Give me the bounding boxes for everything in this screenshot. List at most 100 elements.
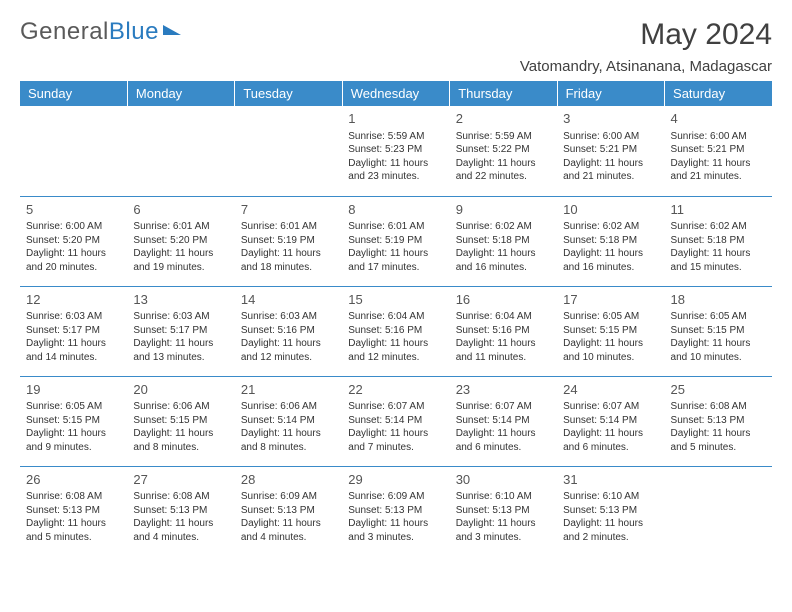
day-details: Sunrise: 6:10 AMSunset: 5:13 PMDaylight:… xyxy=(563,490,658,544)
day-number: 10 xyxy=(563,201,658,219)
day-details: Sunrise: 6:09 AMSunset: 5:13 PMDaylight:… xyxy=(241,490,336,544)
day-details: Sunrise: 6:07 AMSunset: 5:14 PMDaylight:… xyxy=(456,400,551,454)
calendar-day-cell: 4Sunrise: 6:00 AMSunset: 5:21 PMDaylight… xyxy=(665,106,772,196)
day-number: 3 xyxy=(563,110,658,128)
calendar-day-cell: 8Sunrise: 6:01 AMSunset: 5:19 PMDaylight… xyxy=(342,196,449,286)
title-block: May 2024 Vatomandry, Atsinanana, Madagas… xyxy=(520,18,772,81)
calendar-day-cell: 15Sunrise: 6:04 AMSunset: 5:16 PMDayligh… xyxy=(342,286,449,376)
day-details: Sunrise: 6:07 AMSunset: 5:14 PMDaylight:… xyxy=(563,400,658,454)
day-number: 16 xyxy=(456,291,551,309)
calendar-day-cell: 13Sunrise: 6:03 AMSunset: 5:17 PMDayligh… xyxy=(127,286,234,376)
day-number: 28 xyxy=(241,471,336,489)
day-number: 29 xyxy=(348,471,443,489)
calendar-week-row: 26Sunrise: 6:08 AMSunset: 5:13 PMDayligh… xyxy=(20,466,772,556)
day-number: 26 xyxy=(26,471,121,489)
day-number: 6 xyxy=(133,201,228,219)
day-details: Sunrise: 6:02 AMSunset: 5:18 PMDaylight:… xyxy=(456,220,551,274)
calendar-day-cell: 22Sunrise: 6:07 AMSunset: 5:14 PMDayligh… xyxy=(342,376,449,466)
calendar-day-cell: 23Sunrise: 6:07 AMSunset: 5:14 PMDayligh… xyxy=(450,376,557,466)
day-details: Sunrise: 6:05 AMSunset: 5:15 PMDaylight:… xyxy=(26,400,121,454)
day-details: Sunrise: 6:01 AMSunset: 5:19 PMDaylight:… xyxy=(241,220,336,274)
day-header: Monday xyxy=(127,81,234,106)
day-header: Friday xyxy=(557,81,664,106)
day-header: Tuesday xyxy=(235,81,342,106)
day-details: Sunrise: 6:10 AMSunset: 5:13 PMDaylight:… xyxy=(456,490,551,544)
day-number: 14 xyxy=(241,291,336,309)
calendar-day-cell: 14Sunrise: 6:03 AMSunset: 5:16 PMDayligh… xyxy=(235,286,342,376)
day-header: Saturday xyxy=(665,81,772,106)
calendar-day-cell: 24Sunrise: 6:07 AMSunset: 5:14 PMDayligh… xyxy=(557,376,664,466)
calendar-day-cell: 31Sunrise: 6:10 AMSunset: 5:13 PMDayligh… xyxy=(557,466,664,556)
day-number: 24 xyxy=(563,381,658,399)
calendar-day-cell: 21Sunrise: 6:06 AMSunset: 5:14 PMDayligh… xyxy=(235,376,342,466)
day-header: Sunday xyxy=(20,81,127,106)
day-details: Sunrise: 6:06 AMSunset: 5:14 PMDaylight:… xyxy=(241,400,336,454)
day-details: Sunrise: 6:09 AMSunset: 5:13 PMDaylight:… xyxy=(348,490,443,544)
calendar-day-cell: 9Sunrise: 6:02 AMSunset: 5:18 PMDaylight… xyxy=(450,196,557,286)
day-details: Sunrise: 6:00 AMSunset: 5:21 PMDaylight:… xyxy=(563,130,658,184)
calendar-week-row: 5Sunrise: 6:00 AMSunset: 5:20 PMDaylight… xyxy=(20,196,772,286)
logo-text-2: Blue xyxy=(109,18,159,46)
calendar-week-row: 12Sunrise: 6:03 AMSunset: 5:17 PMDayligh… xyxy=(20,286,772,376)
calendar-day-cell: 16Sunrise: 6:04 AMSunset: 5:16 PMDayligh… xyxy=(450,286,557,376)
day-number: 11 xyxy=(671,201,766,219)
calendar-day-cell: 6Sunrise: 6:01 AMSunset: 5:20 PMDaylight… xyxy=(127,196,234,286)
calendar-day-cell: 20Sunrise: 6:06 AMSunset: 5:15 PMDayligh… xyxy=(127,376,234,466)
day-number: 21 xyxy=(241,381,336,399)
calendar-header-row: SundayMondayTuesdayWednesdayThursdayFrid… xyxy=(20,81,772,106)
day-number: 27 xyxy=(133,471,228,489)
day-details: Sunrise: 6:02 AMSunset: 5:18 PMDaylight:… xyxy=(671,220,766,274)
day-number: 2 xyxy=(456,110,551,128)
day-details: Sunrise: 6:04 AMSunset: 5:16 PMDaylight:… xyxy=(348,310,443,364)
day-details: Sunrise: 6:05 AMSunset: 5:15 PMDaylight:… xyxy=(671,310,766,364)
calendar-day-cell: 28Sunrise: 6:09 AMSunset: 5:13 PMDayligh… xyxy=(235,466,342,556)
day-details: Sunrise: 6:02 AMSunset: 5:18 PMDaylight:… xyxy=(563,220,658,274)
month-title: May 2024 xyxy=(520,18,772,52)
day-details: Sunrise: 6:08 AMSunset: 5:13 PMDaylight:… xyxy=(671,400,766,454)
calendar-day-cell: 2 Sunrise: 5:59 AMSunset: 5:22 PMDaylight… xyxy=(450,106,557,196)
day-number: 5 xyxy=(26,201,121,219)
day-number: 20 xyxy=(133,381,228,399)
header: GeneralBlue May 2024 Vatomandry, Atsinan… xyxy=(20,18,772,81)
calendar-day-cell: 18Sunrise: 6:05 AMSunset: 5:15 PMDayligh… xyxy=(665,286,772,376)
day-number: 4 xyxy=(671,110,766,128)
day-details: Sunrise: 6:03 AMSunset: 5:17 PMDaylight:… xyxy=(133,310,228,364)
day-details: Sunrise: 6:08 AMSunset: 5:13 PMDaylight:… xyxy=(133,490,228,544)
calendar-day-cell: 5Sunrise: 6:00 AMSunset: 5:20 PMDaylight… xyxy=(20,196,127,286)
day-number: 12 xyxy=(26,291,121,309)
day-number: 22 xyxy=(348,381,443,399)
day-header: Wednesday xyxy=(342,81,449,106)
calendar-day-cell: 12Sunrise: 6:03 AMSunset: 5:17 PMDayligh… xyxy=(20,286,127,376)
day-details: Sunrise: 6:03 AMSunset: 5:16 PMDaylight:… xyxy=(241,310,336,364)
day-details: Sunrise: 6:05 AMSunset: 5:15 PMDaylight:… xyxy=(563,310,658,364)
calendar-day-cell xyxy=(20,106,127,196)
logo: GeneralBlue xyxy=(20,18,181,46)
day-number: 18 xyxy=(671,291,766,309)
day-number: 19 xyxy=(26,381,121,399)
calendar-day-cell xyxy=(235,106,342,196)
calendar-week-row: 1Sunrise: 5:59 AMSunset: 5:23 PMDaylight… xyxy=(20,106,772,196)
day-details: Sunrise: 5:59 AMSunset: 5:22 PMDaylight:… xyxy=(456,130,551,184)
calendar-week-row: 19Sunrise: 6:05 AMSunset: 5:15 PMDayligh… xyxy=(20,376,772,466)
day-number: 23 xyxy=(456,381,551,399)
day-details: Sunrise: 6:08 AMSunset: 5:13 PMDaylight:… xyxy=(26,490,121,544)
calendar-day-cell: 19Sunrise: 6:05 AMSunset: 5:15 PMDayligh… xyxy=(20,376,127,466)
day-header: Thursday xyxy=(450,81,557,106)
calendar-day-cell xyxy=(665,466,772,556)
day-details: Sunrise: 6:07 AMSunset: 5:14 PMDaylight:… xyxy=(348,400,443,454)
day-number: 9 xyxy=(456,201,551,219)
day-number: 15 xyxy=(348,291,443,309)
day-details: Sunrise: 6:00 AMSunset: 5:20 PMDaylight:… xyxy=(26,220,121,274)
day-number: 13 xyxy=(133,291,228,309)
calendar-day-cell: 11Sunrise: 6:02 AMSunset: 5:18 PMDayligh… xyxy=(665,196,772,286)
calendar-day-cell: 10Sunrise: 6:02 AMSunset: 5:18 PMDayligh… xyxy=(557,196,664,286)
day-number: 17 xyxy=(563,291,658,309)
calendar-day-cell: 27Sunrise: 6:08 AMSunset: 5:13 PMDayligh… xyxy=(127,466,234,556)
calendar-day-cell: 1Sunrise: 5:59 AMSunset: 5:23 PMDaylight… xyxy=(342,106,449,196)
calendar-table: SundayMondayTuesdayWednesdayThursdayFrid… xyxy=(20,81,772,556)
calendar-body: 1Sunrise: 5:59 AMSunset: 5:23 PMDaylight… xyxy=(20,106,772,556)
day-number: 30 xyxy=(456,471,551,489)
calendar-day-cell: 3 Sunrise: 6:00 AMSunset: 5:21 PMDaylight… xyxy=(557,106,664,196)
calendar-day-cell: 17Sunrise: 6:05 AMSunset: 5:15 PMDayligh… xyxy=(557,286,664,376)
day-details: Sunrise: 6:03 AMSunset: 5:17 PMDaylight:… xyxy=(26,310,121,364)
